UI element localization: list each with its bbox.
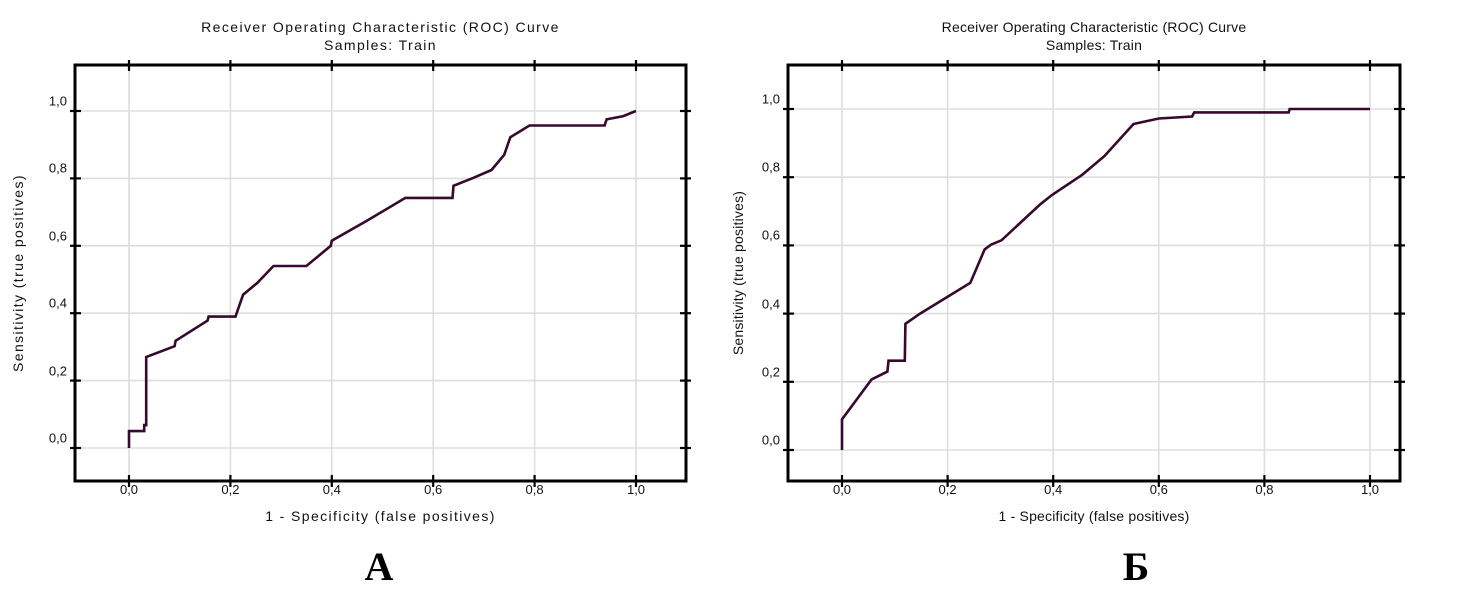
panel-caption-b: Б <box>1122 544 1150 589</box>
roc-plot-a <box>70 60 691 487</box>
x-tick-label: 0,0 <box>832 482 852 497</box>
chart-title-block: Receiver Operating Characteristic (ROC) … <box>75 18 686 54</box>
y-tick-label: 0,0 <box>761 432 780 448</box>
y-tick-label: 0,0 <box>48 430 67 446</box>
panel-caption-a: А <box>364 544 394 589</box>
y-tick-label: 0,8 <box>761 159 780 175</box>
y-axis-label: Sensitivity (true positives) <box>730 190 746 356</box>
roc-curve <box>840 107 1370 450</box>
chart-subtitle: Samples: Train <box>1045 37 1143 53</box>
x-tick-label: 0,8 <box>1255 482 1274 497</box>
x-tick-label: 0,8 <box>525 482 544 497</box>
roc-curve <box>127 109 637 448</box>
y-tick-label: 0,4 <box>48 295 67 311</box>
chart-title: Receiver Operating Characteristic (ROC) … <box>941 19 1247 35</box>
y-tick-label: 1,0 <box>761 91 780 107</box>
chart-subtitle: Samples: Train <box>324 37 437 53</box>
y-tick-label: 0,2 <box>48 363 67 379</box>
y-tick-label: 1,0 <box>48 93 67 109</box>
plot-frame <box>73 63 688 483</box>
x-tick-label: 0,6 <box>1149 482 1168 497</box>
x-tick-label: 1,0 <box>1360 482 1380 497</box>
x-tick-label: 0,4 <box>1044 482 1063 497</box>
y-tick-label: 0,4 <box>761 296 780 312</box>
x-tick-label: 0,4 <box>322 482 341 497</box>
roc-plot-b <box>783 60 1405 487</box>
chart-title: Receiver Operating Characteristic (ROC) … <box>201 19 560 35</box>
y-axis-label: Sensitivity (true positives) <box>10 174 26 372</box>
y-tick-label: 0,6 <box>761 227 780 243</box>
x-tick-label: 0,0 <box>119 482 139 497</box>
x-axis-label: 1 - Specificity (false positives) <box>265 508 496 524</box>
x-tick-label: 0,6 <box>424 482 443 497</box>
plot-frame <box>786 63 1402 483</box>
x-tick-label: 0,2 <box>221 482 240 497</box>
x-axis-label: 1 - Specificity (false positives) <box>998 508 1190 524</box>
chart-title-block: Receiver Operating Characteristic (ROC) … <box>788 18 1400 54</box>
y-tick-label: 0,2 <box>761 364 780 380</box>
x-tick-label: 1,0 <box>626 482 646 497</box>
y-tick-label: 0,8 <box>48 160 67 176</box>
y-tick-label: 0,6 <box>48 228 67 244</box>
x-tick-label: 0,2 <box>938 482 957 497</box>
